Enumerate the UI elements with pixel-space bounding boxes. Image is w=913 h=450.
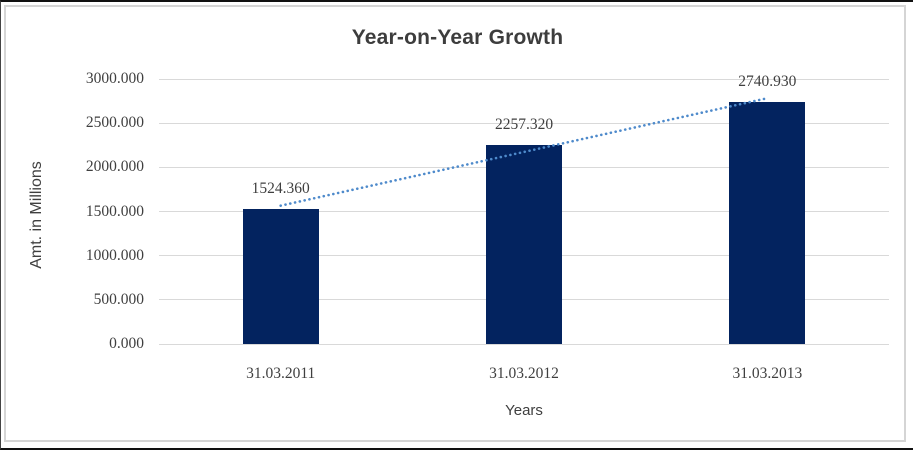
x-axis-title: Years <box>505 402 543 419</box>
gridline <box>159 343 889 345</box>
y-tick-label: 0.000 <box>109 335 144 352</box>
bar-data-label: 1524.360 <box>251 180 310 198</box>
x-category-label: 31.03.2011 <box>246 365 316 382</box>
gridline <box>159 78 889 80</box>
x-category-label: 31.03.2013 <box>732 365 803 382</box>
bar <box>242 209 319 344</box>
y-tick-label: 500.000 <box>93 290 144 308</box>
y-axis-title: Amt. in Millions <box>28 161 45 269</box>
y-tick-label: 1000.000 <box>85 246 144 264</box>
bar <box>729 101 806 344</box>
x-category-label: 31.03.2012 <box>489 365 559 382</box>
chart-title: Year-on-Year Growth <box>351 26 564 49</box>
bar-data-label: 2740.930 <box>738 72 797 90</box>
y-tick-label: 3000.000 <box>85 70 144 87</box>
y-tick-label: 1500.000 <box>85 202 144 220</box>
y-tick-label: 2500.000 <box>85 114 144 132</box>
bar-data-label: 2257.320 <box>494 115 554 133</box>
bar <box>486 144 562 344</box>
y-tick-label: 2000.000 <box>85 158 144 176</box>
